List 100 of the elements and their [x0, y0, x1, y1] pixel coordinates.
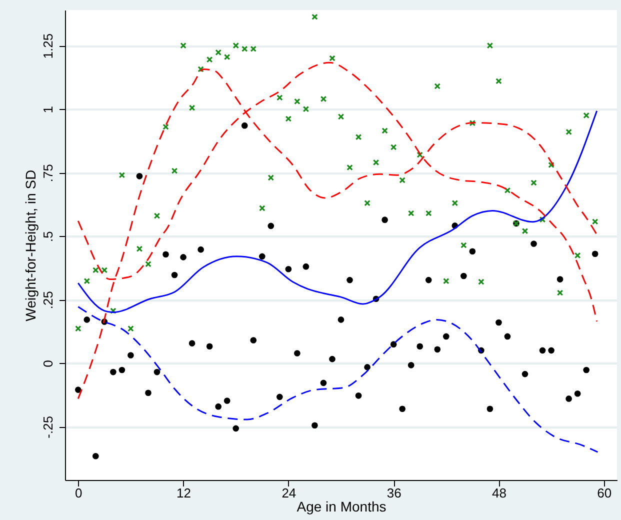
- point: [452, 200, 458, 206]
- point: [460, 272, 467, 280]
- point: [118, 172, 126, 178]
- point: [574, 390, 581, 397]
- point: [285, 116, 292, 122]
- point: [180, 42, 186, 49]
- point: [539, 347, 546, 354]
- point: [224, 54, 230, 60]
- point: [171, 272, 178, 278]
- point: [442, 333, 450, 340]
- point: [241, 122, 248, 129]
- point: [250, 337, 257, 344]
- point: [215, 403, 222, 410]
- line-series: [77, 110, 598, 314]
- line-series: [77, 306, 598, 453]
- point: [399, 177, 406, 184]
- point: [259, 205, 266, 212]
- point: [224, 398, 230, 404]
- point: [250, 46, 257, 52]
- point: [128, 325, 134, 332]
- point: [592, 250, 598, 258]
- point: [198, 66, 204, 72]
- point: [548, 162, 554, 168]
- point: [232, 42, 239, 49]
- point: [443, 278, 450, 284]
- point: [145, 260, 152, 268]
- point: [188, 340, 196, 346]
- point: [232, 425, 240, 432]
- point: [329, 356, 336, 362]
- point: [101, 267, 108, 274]
- point: [258, 253, 266, 260]
- point: [294, 350, 300, 356]
- point: [198, 246, 204, 253]
- point: [320, 380, 327, 386]
- point: [390, 144, 397, 150]
- point: [110, 368, 116, 376]
- point: [276, 94, 283, 101]
- point: [496, 78, 502, 84]
- x-tick-label: 24: [282, 486, 296, 500]
- point: [566, 396, 572, 402]
- point: [110, 308, 116, 314]
- point: [92, 267, 99, 274]
- point: [504, 333, 511, 340]
- point: [469, 248, 476, 255]
- point: [496, 319, 502, 326]
- point: [118, 366, 126, 374]
- point: [346, 276, 353, 284]
- point: [162, 124, 169, 130]
- point: [346, 164, 353, 171]
- point: [539, 216, 546, 223]
- point: [530, 240, 537, 247]
- x-tick-label: 12: [176, 486, 192, 500]
- y-tick-label: 0: [40, 360, 56, 368]
- point: [312, 422, 318, 429]
- point: [522, 370, 528, 378]
- point: [469, 120, 476, 126]
- point: [145, 390, 152, 396]
- x-tick-label: 0: [75, 486, 82, 500]
- point: [276, 394, 283, 400]
- y-tick-label: .5: [40, 231, 56, 242]
- point: [408, 362, 414, 368]
- point: [84, 316, 90, 323]
- point: [504, 187, 511, 194]
- point: [355, 134, 362, 140]
- point: [408, 210, 414, 216]
- point: [372, 159, 380, 166]
- point: [382, 216, 388, 224]
- x-tick-label: 36: [386, 486, 402, 500]
- point: [399, 406, 406, 412]
- point: [338, 316, 344, 323]
- point: [136, 172, 143, 180]
- point: [162, 251, 169, 258]
- point: [241, 46, 248, 52]
- point: [302, 263, 310, 270]
- point: [364, 364, 370, 370]
- point: [128, 352, 134, 358]
- point: [84, 278, 90, 284]
- point: [583, 112, 590, 119]
- point: [425, 276, 432, 284]
- point: [312, 14, 318, 20]
- point: [566, 128, 572, 136]
- y-axis-title: Weight-for-Height, in SD: [22, 170, 38, 322]
- point: [425, 210, 432, 216]
- point: [486, 42, 494, 49]
- point: [268, 222, 274, 230]
- point: [478, 278, 484, 285]
- point: [416, 343, 424, 350]
- x-tick-label: 60: [597, 486, 612, 500]
- point: [206, 56, 213, 63]
- point: [583, 366, 590, 374]
- point: [530, 180, 537, 186]
- y-tick-label: 1.25: [40, 33, 56, 59]
- y-tick-label: -.25: [40, 416, 56, 438]
- point: [171, 168, 178, 174]
- x-axis-title: Age in Months: [296, 498, 386, 514]
- point: [320, 96, 327, 102]
- point: [460, 242, 467, 248]
- point: [154, 368, 160, 376]
- point: [338, 114, 344, 120]
- point: [154, 212, 160, 219]
